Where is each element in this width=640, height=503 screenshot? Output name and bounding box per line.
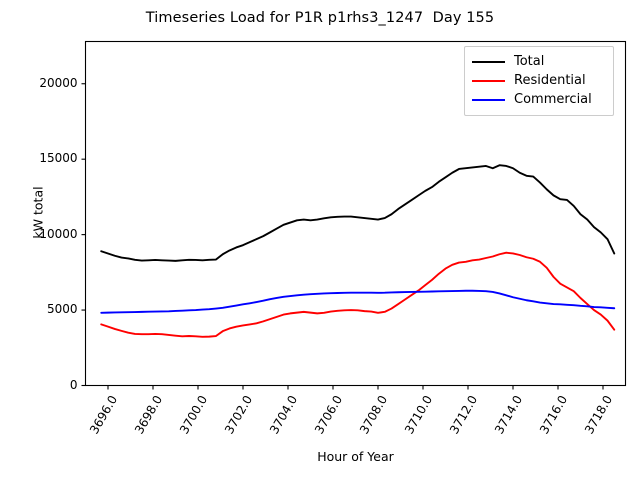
- legend-color-swatch: [472, 61, 505, 63]
- y-tick-label: 20000: [39, 76, 77, 90]
- matplotlib-figure: Timeseries Load for P1R p1rhs3_1247 Day …: [0, 0, 640, 480]
- legend-label: Total: [514, 54, 544, 69]
- data-lines: [101, 165, 614, 337]
- y-tick-label: 0: [70, 378, 78, 392]
- x-axis-label: Hour of Year: [256, 449, 456, 464]
- legend-item-residential: Residential: [472, 71, 606, 90]
- chart-legend: Total Residential Commercial: [464, 46, 614, 116]
- legend-item-total: Total: [472, 52, 606, 71]
- legend-color-swatch: [472, 99, 505, 101]
- y-tick-label: 5000: [47, 302, 78, 316]
- legend-label: Commercial: [514, 92, 592, 107]
- tick-marks: [82, 84, 604, 390]
- legend-item-commercial: Commercial: [472, 90, 606, 109]
- legend-label: Residential: [514, 73, 586, 88]
- y-axis-label: kW total: [31, 152, 46, 272]
- legend-color-swatch: [472, 80, 505, 82]
- series-line-total: [101, 165, 614, 261]
- series-line-residential: [101, 253, 614, 337]
